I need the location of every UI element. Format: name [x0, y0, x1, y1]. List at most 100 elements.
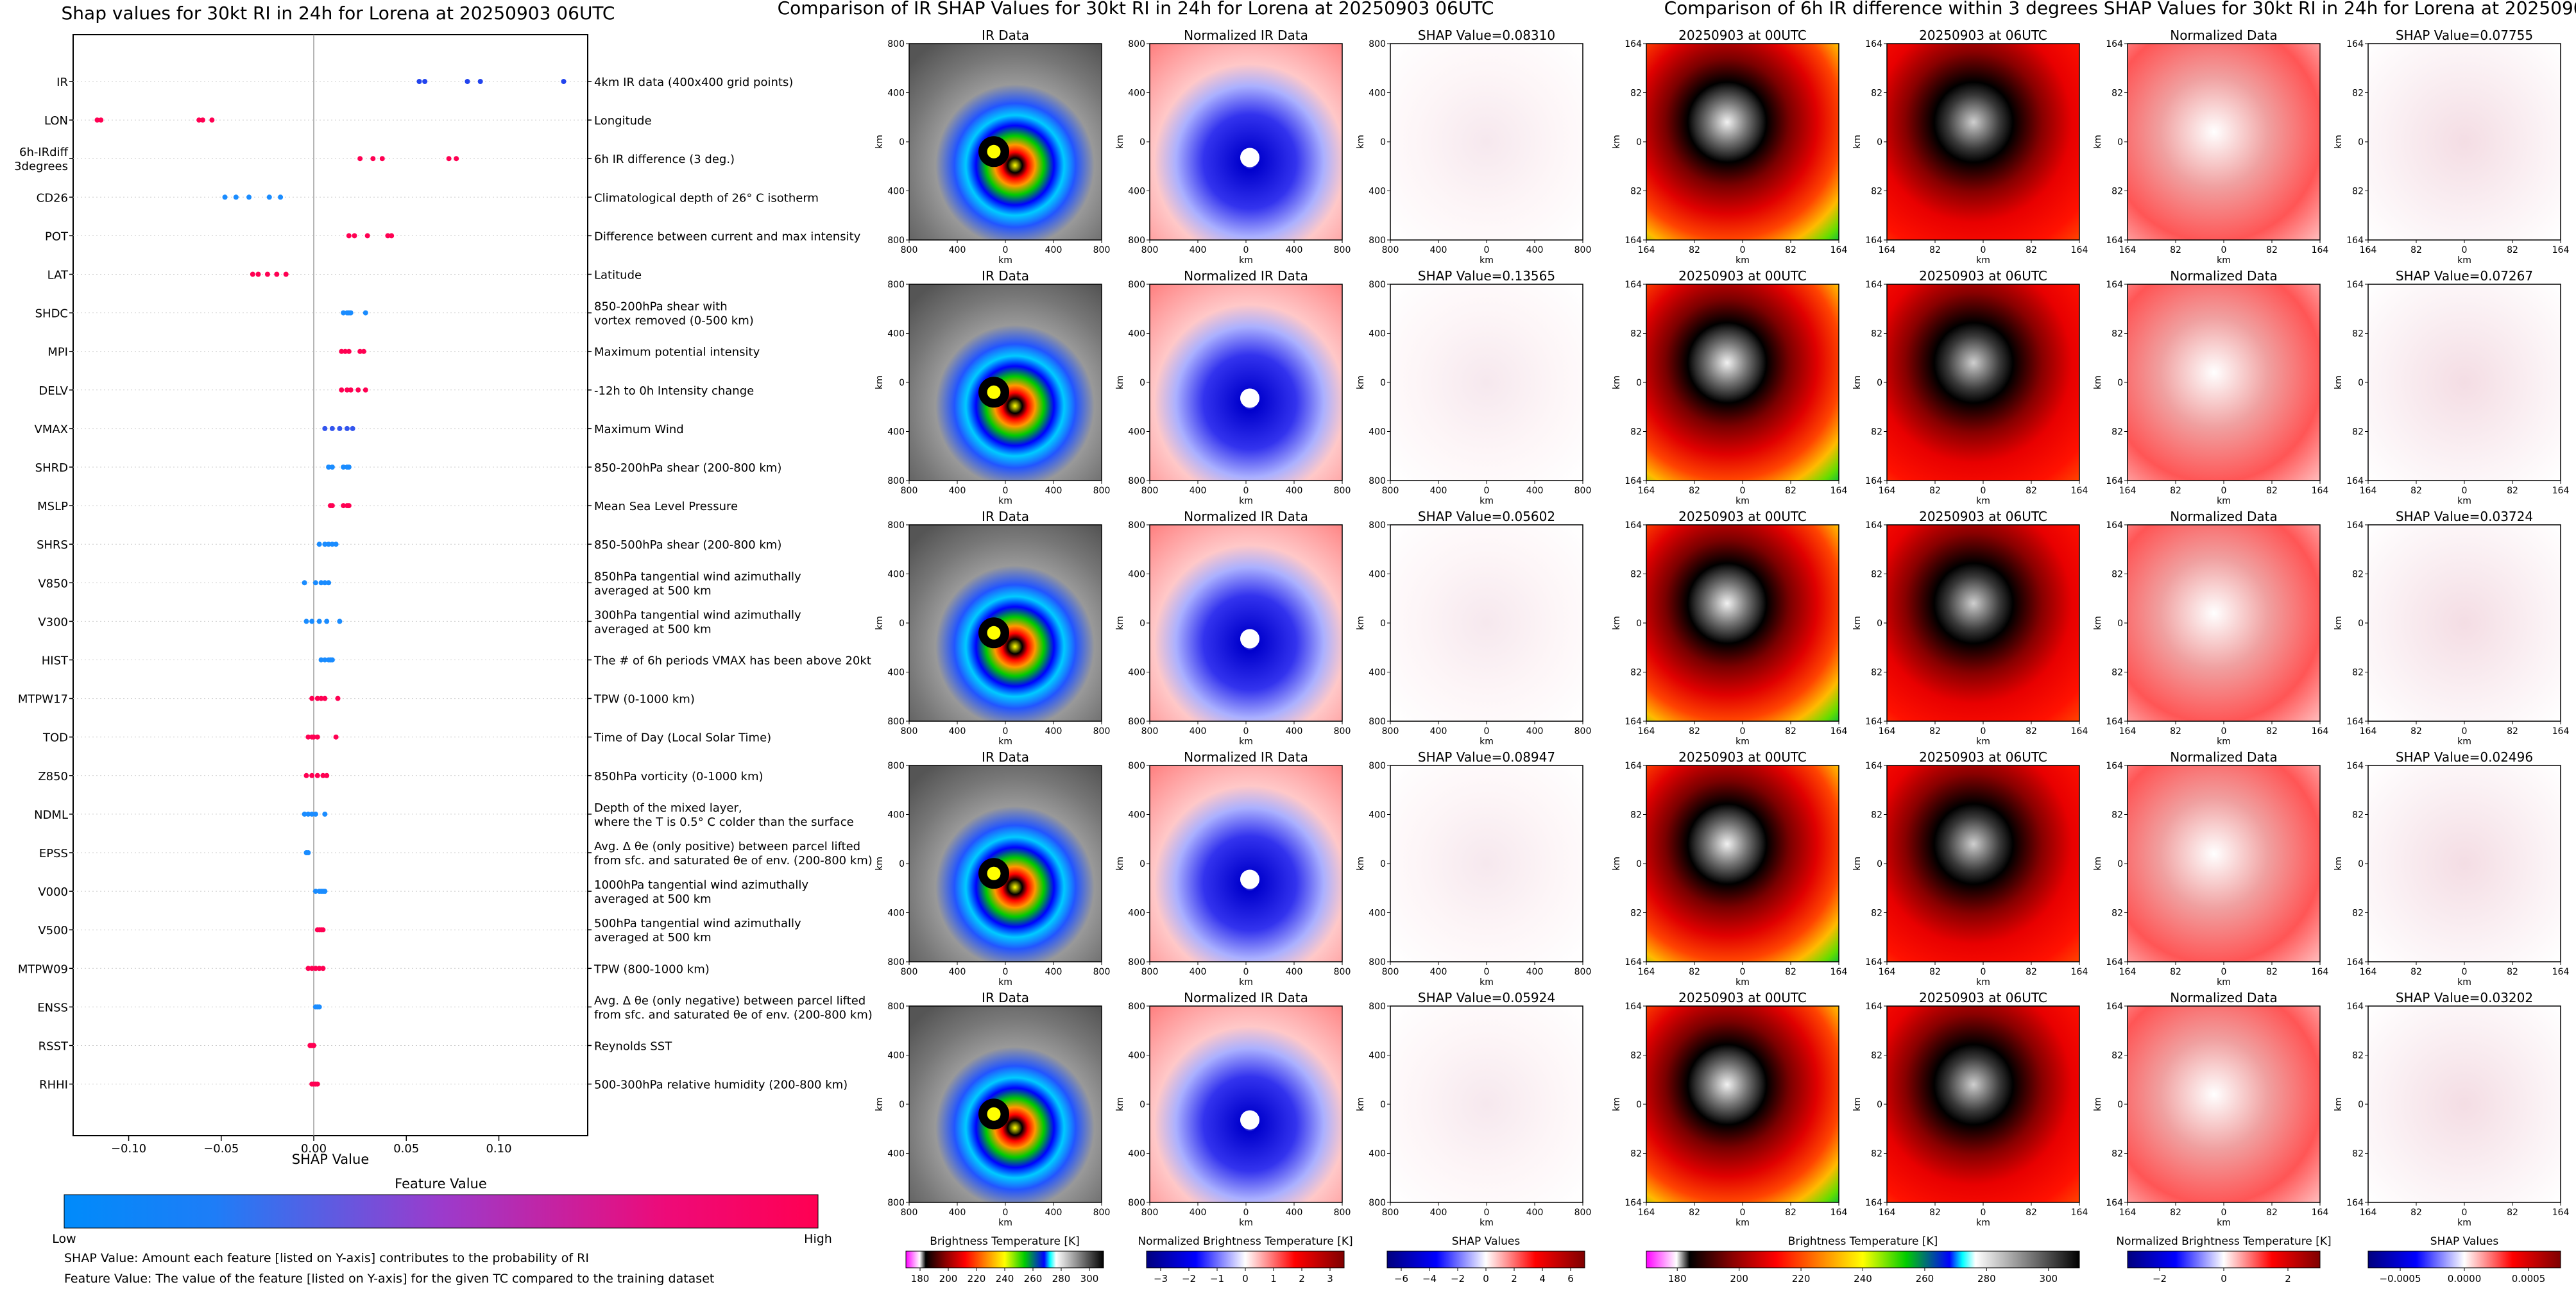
y-tick-label: 0 [1636, 378, 1642, 388]
y-tick-label: 800 [1369, 1002, 1386, 1012]
y-tick-label: 800 [887, 280, 905, 290]
y-tick-label: 800 [887, 957, 905, 968]
x-tick-label: 82 [1785, 726, 1796, 737]
x-tick-label: 800 [1382, 1208, 1399, 1218]
normalized-ir-panel-title: Normalized IR Data [1184, 990, 1308, 1005]
feature-label: MTPW17 [18, 693, 68, 706]
x-tick-label: 0 [1740, 486, 1746, 496]
x-axis-label: km [1976, 737, 1990, 747]
ir-data-panel-title: IR Data [982, 268, 1029, 284]
y-tick-label: 400 [1128, 329, 1145, 339]
colorbar-high-label: High [804, 1232, 832, 1246]
feature-label: CD26 [37, 191, 68, 205]
x-tick-label: 800 [1093, 967, 1111, 977]
shap-point [346, 233, 352, 239]
cbar-tick-label: −6 [1394, 1273, 1408, 1285]
x-tick-label: 400 [1045, 967, 1062, 977]
x-axis-label: km [1976, 977, 1990, 987]
feature-row-v500: V500 500hPa tangential wind azimuthallyav… [38, 917, 801, 944]
y-tick-label: 400 [1128, 187, 1145, 197]
x-tick-label: 0 [2221, 1208, 2227, 1218]
feature-row-v850: V850 850hPa tangential wind azimuthallyav… [38, 570, 801, 597]
y-tick-label: 82 [2352, 909, 2364, 919]
y-axis-label: km [1356, 857, 1366, 871]
cbar-tick-label: 0 [1483, 1273, 1489, 1285]
diff-shap-colorbar: SHAP Values −0.0005 0.0000 0.0005 [2367, 1235, 2561, 1285]
x-tick-label: 0.00 [301, 1142, 327, 1156]
y-tick-label: 164 [2106, 1198, 2123, 1208]
x-tick-label: 82 [2170, 245, 2181, 255]
x-tick-label: 800 [1334, 726, 1351, 737]
shap-point [324, 773, 330, 778]
feature-row-delv: DELV -12h to 0h Intensity change [38, 384, 754, 398]
y-tick-label: 0 [899, 859, 905, 869]
y-tick-label: 0 [1139, 859, 1145, 869]
cbar-tick-label: 200 [939, 1273, 958, 1285]
cbar-tick-label: −0.0005 [2379, 1273, 2421, 1285]
storm-eye [987, 1107, 1001, 1121]
x-tick-label: 0 [1243, 726, 1249, 737]
x-tick-label: 0 [1003, 245, 1009, 255]
y-tick-label: 82 [2352, 427, 2364, 438]
diff-normalized-panel-image [2128, 525, 2320, 721]
y-tick-label: 0 [899, 137, 905, 148]
x-tick-label: 0 [1981, 967, 1986, 977]
cbar-tick-label: −2 [1182, 1273, 1196, 1285]
shap-point [255, 271, 261, 277]
x-tick-label: 800 [1334, 1208, 1351, 1218]
feature-description: Avg. Δ θe (only positive) between parcel… [594, 840, 860, 853]
y-tick-label: 800 [1128, 761, 1145, 771]
x-tick-label: 82 [2507, 967, 2518, 977]
x-tick-label: 0 [2462, 486, 2468, 496]
shap-point [379, 156, 385, 162]
y-tick-label: 400 [887, 570, 905, 580]
shap-point [337, 425, 343, 431]
x-tick-label: 400 [949, 726, 966, 737]
feature-description: The # of 6h periods VMAX has been above … [593, 654, 871, 668]
x-tick-label: 400 [949, 245, 966, 255]
x-axis-label: km [998, 737, 1012, 747]
y-tick-label: 82 [2352, 810, 2364, 821]
shap-point [389, 233, 395, 239]
x-tick-label: 800 [1093, 245, 1111, 255]
shap-point [312, 811, 318, 817]
ir-norm-colorbar-label: Normalized Brightness Temperature [K] [1138, 1235, 1352, 1248]
y-tick-label: 0 [1636, 1100, 1642, 1110]
cbar-tick-label: −4 [1422, 1273, 1437, 1285]
feature-description: where the T is 0.5° C colder than the su… [594, 815, 854, 829]
y-tick-label: 164 [1865, 1198, 1882, 1208]
shap-xlabel: SHAP Value [292, 1152, 370, 1167]
feature-description: Maximum potential intensity [594, 346, 760, 359]
ir-shap-panel-title: SHAP Value=0.05924 [1418, 990, 1555, 1005]
y-tick-label: 82 [1871, 570, 1882, 580]
y-axis-label: km [1115, 375, 1125, 389]
feature-row-mpi: MPI Maximum potential intensity [47, 346, 760, 359]
shap-point [343, 348, 348, 354]
shap-point [309, 773, 315, 778]
y-tick-label: 164 [1865, 39, 1882, 49]
x-tick-label: 164 [2312, 486, 2329, 496]
feature-description: TPW (800-1000 km) [593, 962, 710, 976]
shap-point [278, 194, 284, 200]
ir-shap-section: Comparison of IR SHAP Values for 30kt RI… [778, 0, 1592, 1289]
x-tick-label: 400 [1190, 1208, 1207, 1218]
feature-description: 500-300hPa relative humidity (200-800 km… [594, 1079, 848, 1092]
y-tick-label: 800 [887, 1002, 905, 1012]
feature-value-colorbar [64, 1194, 819, 1229]
x-axis-label: km [1736, 977, 1750, 987]
shap-point [250, 271, 255, 277]
feature-description: 1000hPa tangential wind azimuthally [594, 878, 808, 892]
diff-shap-panel-title: SHAP Value=0.07267 [2396, 268, 2533, 284]
ir-bt-colorbar-bar [905, 1251, 1104, 1268]
x-tick-label: 164 [1879, 967, 1896, 977]
y-tick-label: 82 [2111, 1149, 2123, 1159]
feature-label: TOD [42, 731, 68, 745]
x-tick-label: 800 [901, 967, 918, 977]
diff-00utc-panel-image [1646, 44, 1839, 240]
x-axis-label: km [2457, 977, 2471, 987]
